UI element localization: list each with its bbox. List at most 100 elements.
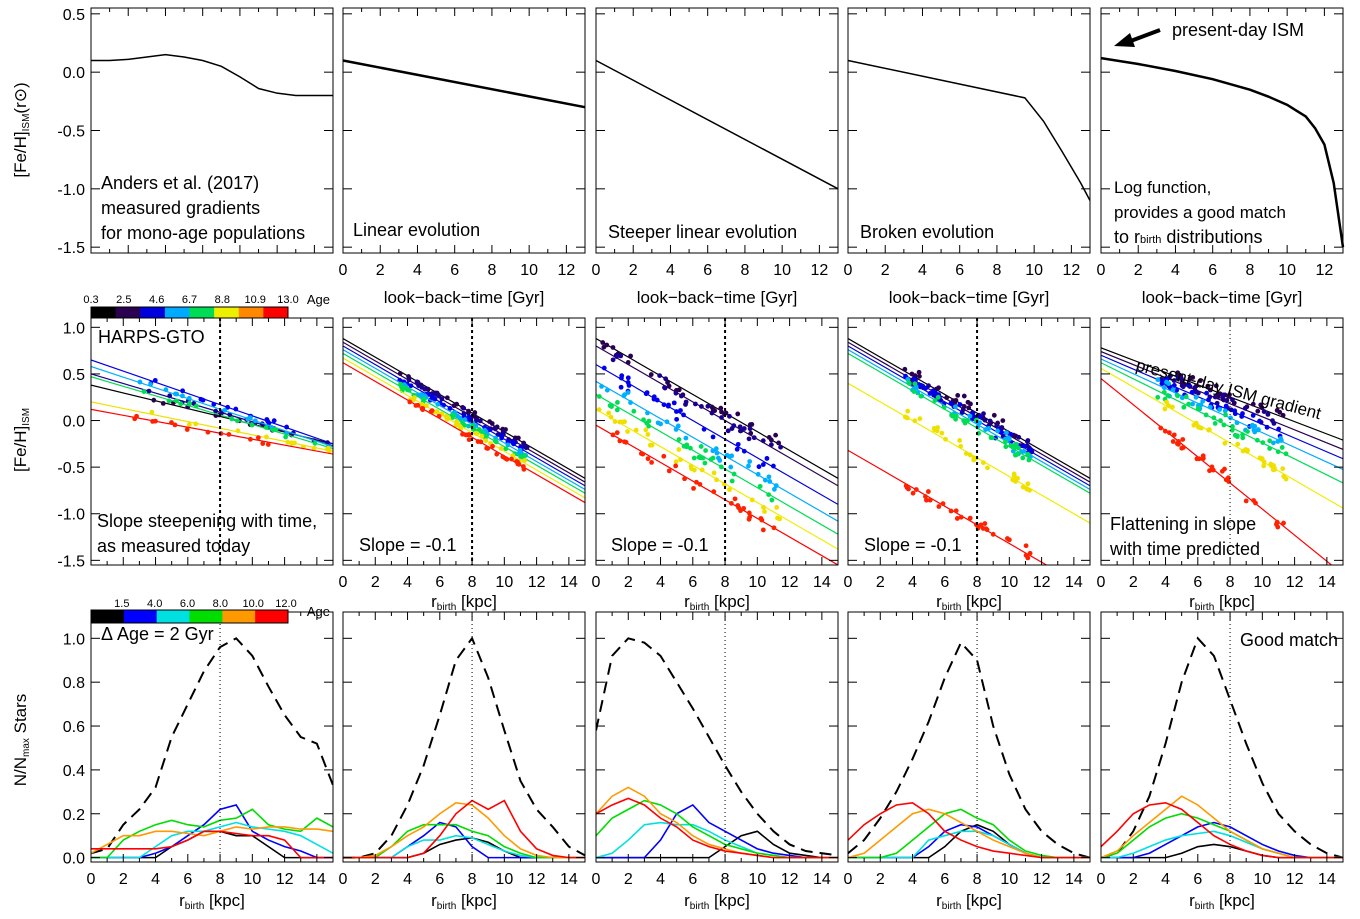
r2c3-point	[618, 384, 624, 390]
r2c5-point	[1171, 432, 1177, 438]
r2c4-xtick-label: 8	[973, 574, 982, 591]
r2c1-point	[225, 404, 231, 410]
r2c4-point	[958, 514, 964, 520]
r2c3-point	[645, 456, 651, 462]
r3c4-series-12.0	[848, 801, 1090, 859]
r2c4-point	[1027, 487, 1032, 493]
r2c3-point	[665, 403, 671, 409]
r2c1-point	[163, 387, 169, 393]
r2c3-point	[643, 427, 649, 433]
r2c3-point	[671, 400, 677, 406]
r2c3-point	[678, 393, 684, 399]
r2c4-point	[995, 428, 1000, 434]
r2c2-point	[434, 409, 440, 415]
r2c4-point	[1003, 439, 1008, 445]
r2c3-point	[687, 445, 693, 451]
colorbar-age-tick: 0.3	[83, 294, 98, 306]
r2c3-point	[735, 411, 741, 417]
r2c3-point	[755, 471, 761, 477]
r2c3-point	[655, 420, 661, 426]
r2c3-plot	[596, 337, 838, 565]
r1c1-ytick-label: -0.5	[57, 124, 85, 141]
r2c2-point	[521, 466, 527, 472]
r2c3-point	[702, 460, 708, 466]
r2c1-point	[285, 439, 291, 445]
r1c2-xtick-label: 0	[339, 262, 348, 279]
r2c5-point	[1252, 423, 1258, 429]
colorbar-age-swatch	[255, 610, 289, 623]
r2c2-point	[461, 405, 467, 411]
r2c1-point	[213, 408, 219, 414]
r2c5-point	[1235, 441, 1241, 447]
r2c5-point	[1243, 498, 1249, 504]
r2c1-ytick-label: -0.5	[57, 460, 85, 477]
r2c2-point	[423, 386, 429, 391]
r2c4-xtick-label: 6	[940, 574, 949, 591]
present-day-arrow-shaft	[1127, 28, 1161, 44]
r2c2-xtick-label: 0	[339, 574, 348, 591]
r2c5-point	[1168, 373, 1173, 379]
r2c4-point	[924, 497, 929, 503]
colorbar-age-label: Age	[307, 604, 330, 619]
r1c4-xtick-label: 6	[955, 262, 964, 279]
r2c3-point	[673, 390, 679, 396]
r2c3-gradient-line	[596, 345, 838, 487]
r1c1-ytick-label: -1.5	[57, 240, 85, 257]
r2c4-point	[985, 465, 990, 471]
colorbar-age-swatch	[115, 307, 141, 318]
colorbar-age-swatch	[164, 307, 190, 318]
r2c2-point	[472, 410, 478, 415]
r2c3-point	[619, 375, 624, 381]
r2c3-point	[682, 476, 687, 482]
r3c5-frame	[1100, 611, 1344, 863]
r2c1-point	[178, 401, 184, 407]
r2c4-point	[902, 414, 908, 420]
r2c3-point	[681, 412, 686, 418]
r2c5-point	[1181, 404, 1187, 410]
r3c3-xtick-label: 12	[781, 871, 799, 888]
r2c5-gradient-line	[1101, 358, 1343, 471]
r2c4-point	[977, 414, 983, 420]
r2c3-point	[613, 352, 619, 358]
r2c5-xtick-label: 6	[1193, 574, 1202, 591]
annotation-r1c1: measured gradients	[101, 198, 260, 218]
r3c3-xtick-label: 10	[748, 871, 766, 888]
r2c3-point	[741, 505, 747, 511]
r1c5-xtick-label: 12	[1315, 262, 1333, 279]
r2c1-point	[211, 401, 217, 407]
r2c5-point	[1189, 389, 1195, 395]
r2c5-point	[1255, 427, 1261, 433]
r2c3-gradient-line	[596, 393, 838, 535]
r1c2-xtick-label: 6	[450, 262, 459, 279]
r2c5-point	[1213, 383, 1219, 389]
r2c2-point	[500, 454, 506, 460]
colorbar-age-tick: 8.8	[215, 294, 230, 306]
r3c3-series-4.0	[596, 803, 838, 859]
r2c5-point	[1254, 437, 1260, 443]
r2c4-point	[994, 422, 1000, 428]
r1c4-xtick-label: 0	[844, 262, 853, 279]
r2c5-point	[1280, 412, 1286, 418]
r3c3-xtick-label: 4	[656, 871, 665, 888]
r2c3-point	[673, 459, 679, 465]
r3c5-xtick-label: 12	[1286, 871, 1304, 888]
r2c3-xtick-label: 4	[656, 574, 665, 591]
r2c3-xtick-label: 10	[748, 574, 766, 591]
r2c4-point	[916, 369, 922, 375]
r2c3-point	[729, 478, 735, 484]
annotation-r2c1: as measured today	[97, 536, 250, 556]
r2c3-point	[625, 429, 630, 434]
r2c4-xtick-label: 10	[1000, 574, 1018, 591]
r3c5-xtick-label: 14	[1318, 871, 1336, 888]
r2c4-gradient-line	[848, 341, 1090, 483]
r2c4-point	[1013, 452, 1018, 458]
r2c1-point	[312, 440, 318, 446]
colorbar-age-tick: 4.0	[147, 598, 162, 610]
r2c2-point	[460, 431, 465, 437]
r2c1-point	[194, 403, 199, 409]
r1c4-xtick-label: 8	[992, 262, 1001, 279]
r2c1-point	[284, 424, 290, 430]
r2c1-point	[174, 398, 180, 404]
r2c5-point	[1267, 438, 1273, 444]
r2c1-point	[186, 395, 192, 401]
